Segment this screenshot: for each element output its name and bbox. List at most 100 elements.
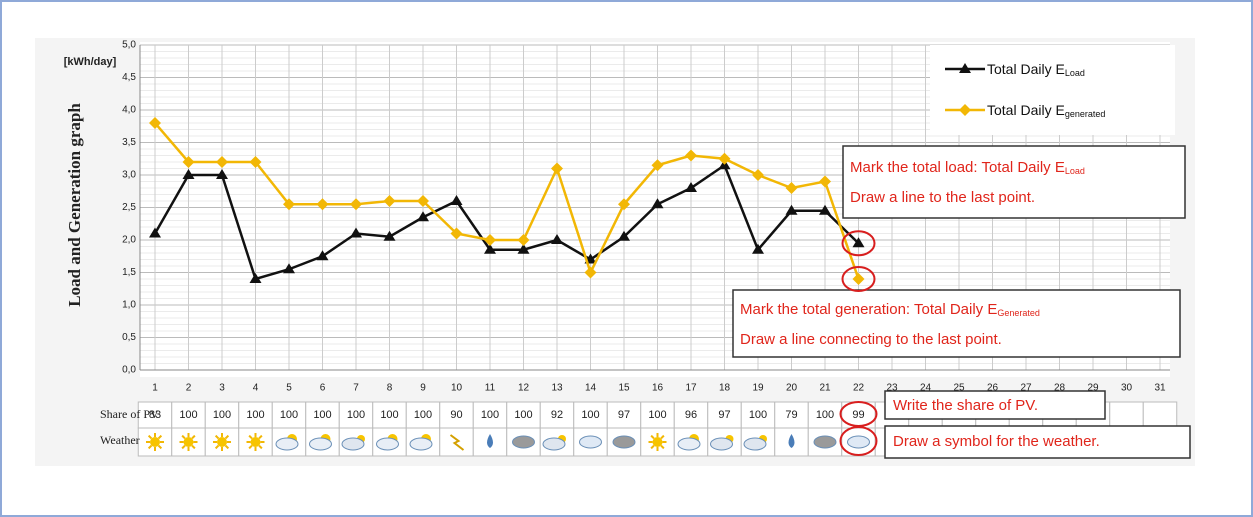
sun-ray: [191, 434, 196, 440]
x-tick-label: 21: [819, 383, 831, 394]
point: [618, 198, 630, 211]
point: [450, 195, 463, 205]
share-value: 100: [581, 409, 599, 421]
annotation: Draw a symbol for the weather.: [893, 433, 1100, 450]
cloud: [743, 437, 767, 451]
annotation-sub: Load: [1065, 166, 1085, 176]
legend-sub: generated: [1065, 109, 1106, 119]
sun-ray: [258, 434, 263, 440]
share-value: 100: [246, 409, 264, 421]
sun-ray: [191, 444, 196, 450]
annotation-box: [884, 425, 1191, 459]
point: [283, 198, 295, 211]
cell: [405, 401, 441, 429]
marks: [149, 117, 865, 285]
annotation: Draw a line connecting to the last point…: [740, 331, 1002, 348]
point: [852, 273, 865, 285]
x-tick-label: 11: [485, 383, 496, 394]
share-row-label: Share of PV: [100, 407, 159, 421]
sun-ray: [214, 444, 220, 450]
sun-ray: [660, 434, 665, 440]
x-tick-label: 14: [585, 383, 597, 394]
x-tick-label: 23: [886, 383, 898, 394]
point: [450, 227, 463, 240]
annotation-box: [842, 145, 1186, 219]
annotation-text: Mark the total load: Total Daily E: [850, 159, 1065, 176]
point: [551, 162, 563, 175]
share-value: 100: [213, 409, 231, 421]
legend-label: Total Daily Egenerated: [987, 102, 1105, 120]
x-tick-label: 24: [920, 383, 932, 394]
cell: [774, 401, 809, 429]
x-tick-label: 1: [152, 383, 158, 394]
point: [819, 204, 831, 215]
point: [819, 175, 831, 188]
sun-ray: [650, 434, 655, 440]
point: [417, 195, 429, 207]
legend-name: Total Daily E: [987, 61, 1065, 77]
share-value: 97: [718, 409, 730, 421]
y-tick-label: 3,5: [122, 137, 136, 148]
sun-ray: [147, 434, 153, 440]
share-value: 83: [149, 409, 161, 421]
point: [484, 234, 496, 246]
annotation: Write the share of PV.: [893, 397, 1038, 414]
x-tick-label: 10: [451, 383, 463, 394]
point: [182, 156, 195, 168]
cell: [707, 401, 742, 429]
x-tick-label: 29: [1087, 383, 1099, 394]
point: [182, 169, 195, 179]
x-tick-label: 15: [618, 383, 630, 394]
series-line: [153, 163, 860, 281]
point: [685, 149, 697, 162]
sun-ray: [258, 444, 263, 450]
share-value: 100: [749, 409, 767, 421]
highlight-circle: [841, 266, 876, 292]
point: [651, 198, 664, 209]
cloud: [309, 437, 332, 451]
cloud: [409, 437, 433, 451]
y-tick-label: 0,5: [122, 332, 136, 343]
highlight-circle: [839, 426, 878, 456]
point: [685, 182, 697, 192]
x-tick-label: 6: [320, 383, 326, 394]
cell: [204, 401, 240, 429]
sun-ray: [181, 444, 186, 450]
annotation: Mark the total load: Total Daily ELoad: [850, 159, 1085, 176]
point: [249, 156, 262, 168]
point: [517, 234, 530, 246]
share-value: 100: [280, 409, 298, 421]
share-value: 100: [179, 409, 197, 421]
x-tick-label: 25: [953, 383, 965, 394]
cell: [372, 401, 407, 429]
share-value: 100: [816, 409, 834, 421]
x-tick-label: 20: [786, 383, 798, 394]
sun-ray: [157, 434, 163, 440]
point: [316, 250, 329, 261]
y-tick-label: 4,0: [122, 105, 136, 116]
point: [350, 198, 362, 211]
highlight-circle: [841, 230, 876, 257]
sun-ray: [157, 444, 163, 450]
point: [517, 243, 530, 254]
cloud: [847, 435, 870, 449]
point: [618, 230, 630, 241]
sun-ray: [224, 434, 230, 440]
cell: [338, 401, 374, 429]
x-tick-label: 5: [286, 383, 292, 394]
cell: [673, 401, 709, 429]
x-tick-label: 22: [853, 383, 865, 394]
annotation: Mark the total generation: Total Daily E…: [740, 301, 1040, 318]
point: [785, 182, 798, 194]
y-tick-label: 2,5: [122, 202, 136, 213]
point: [417, 211, 429, 222]
cell: [271, 401, 307, 429]
cell: [204, 427, 240, 457]
legend-marker: [959, 63, 971, 73]
x-tick-label: 4: [253, 383, 259, 394]
x-tick-label: 7: [353, 383, 359, 394]
x-tick-label: 26: [987, 383, 999, 394]
annotation-box: [732, 289, 1181, 358]
cell: [305, 401, 340, 429]
point: [383, 230, 396, 241]
